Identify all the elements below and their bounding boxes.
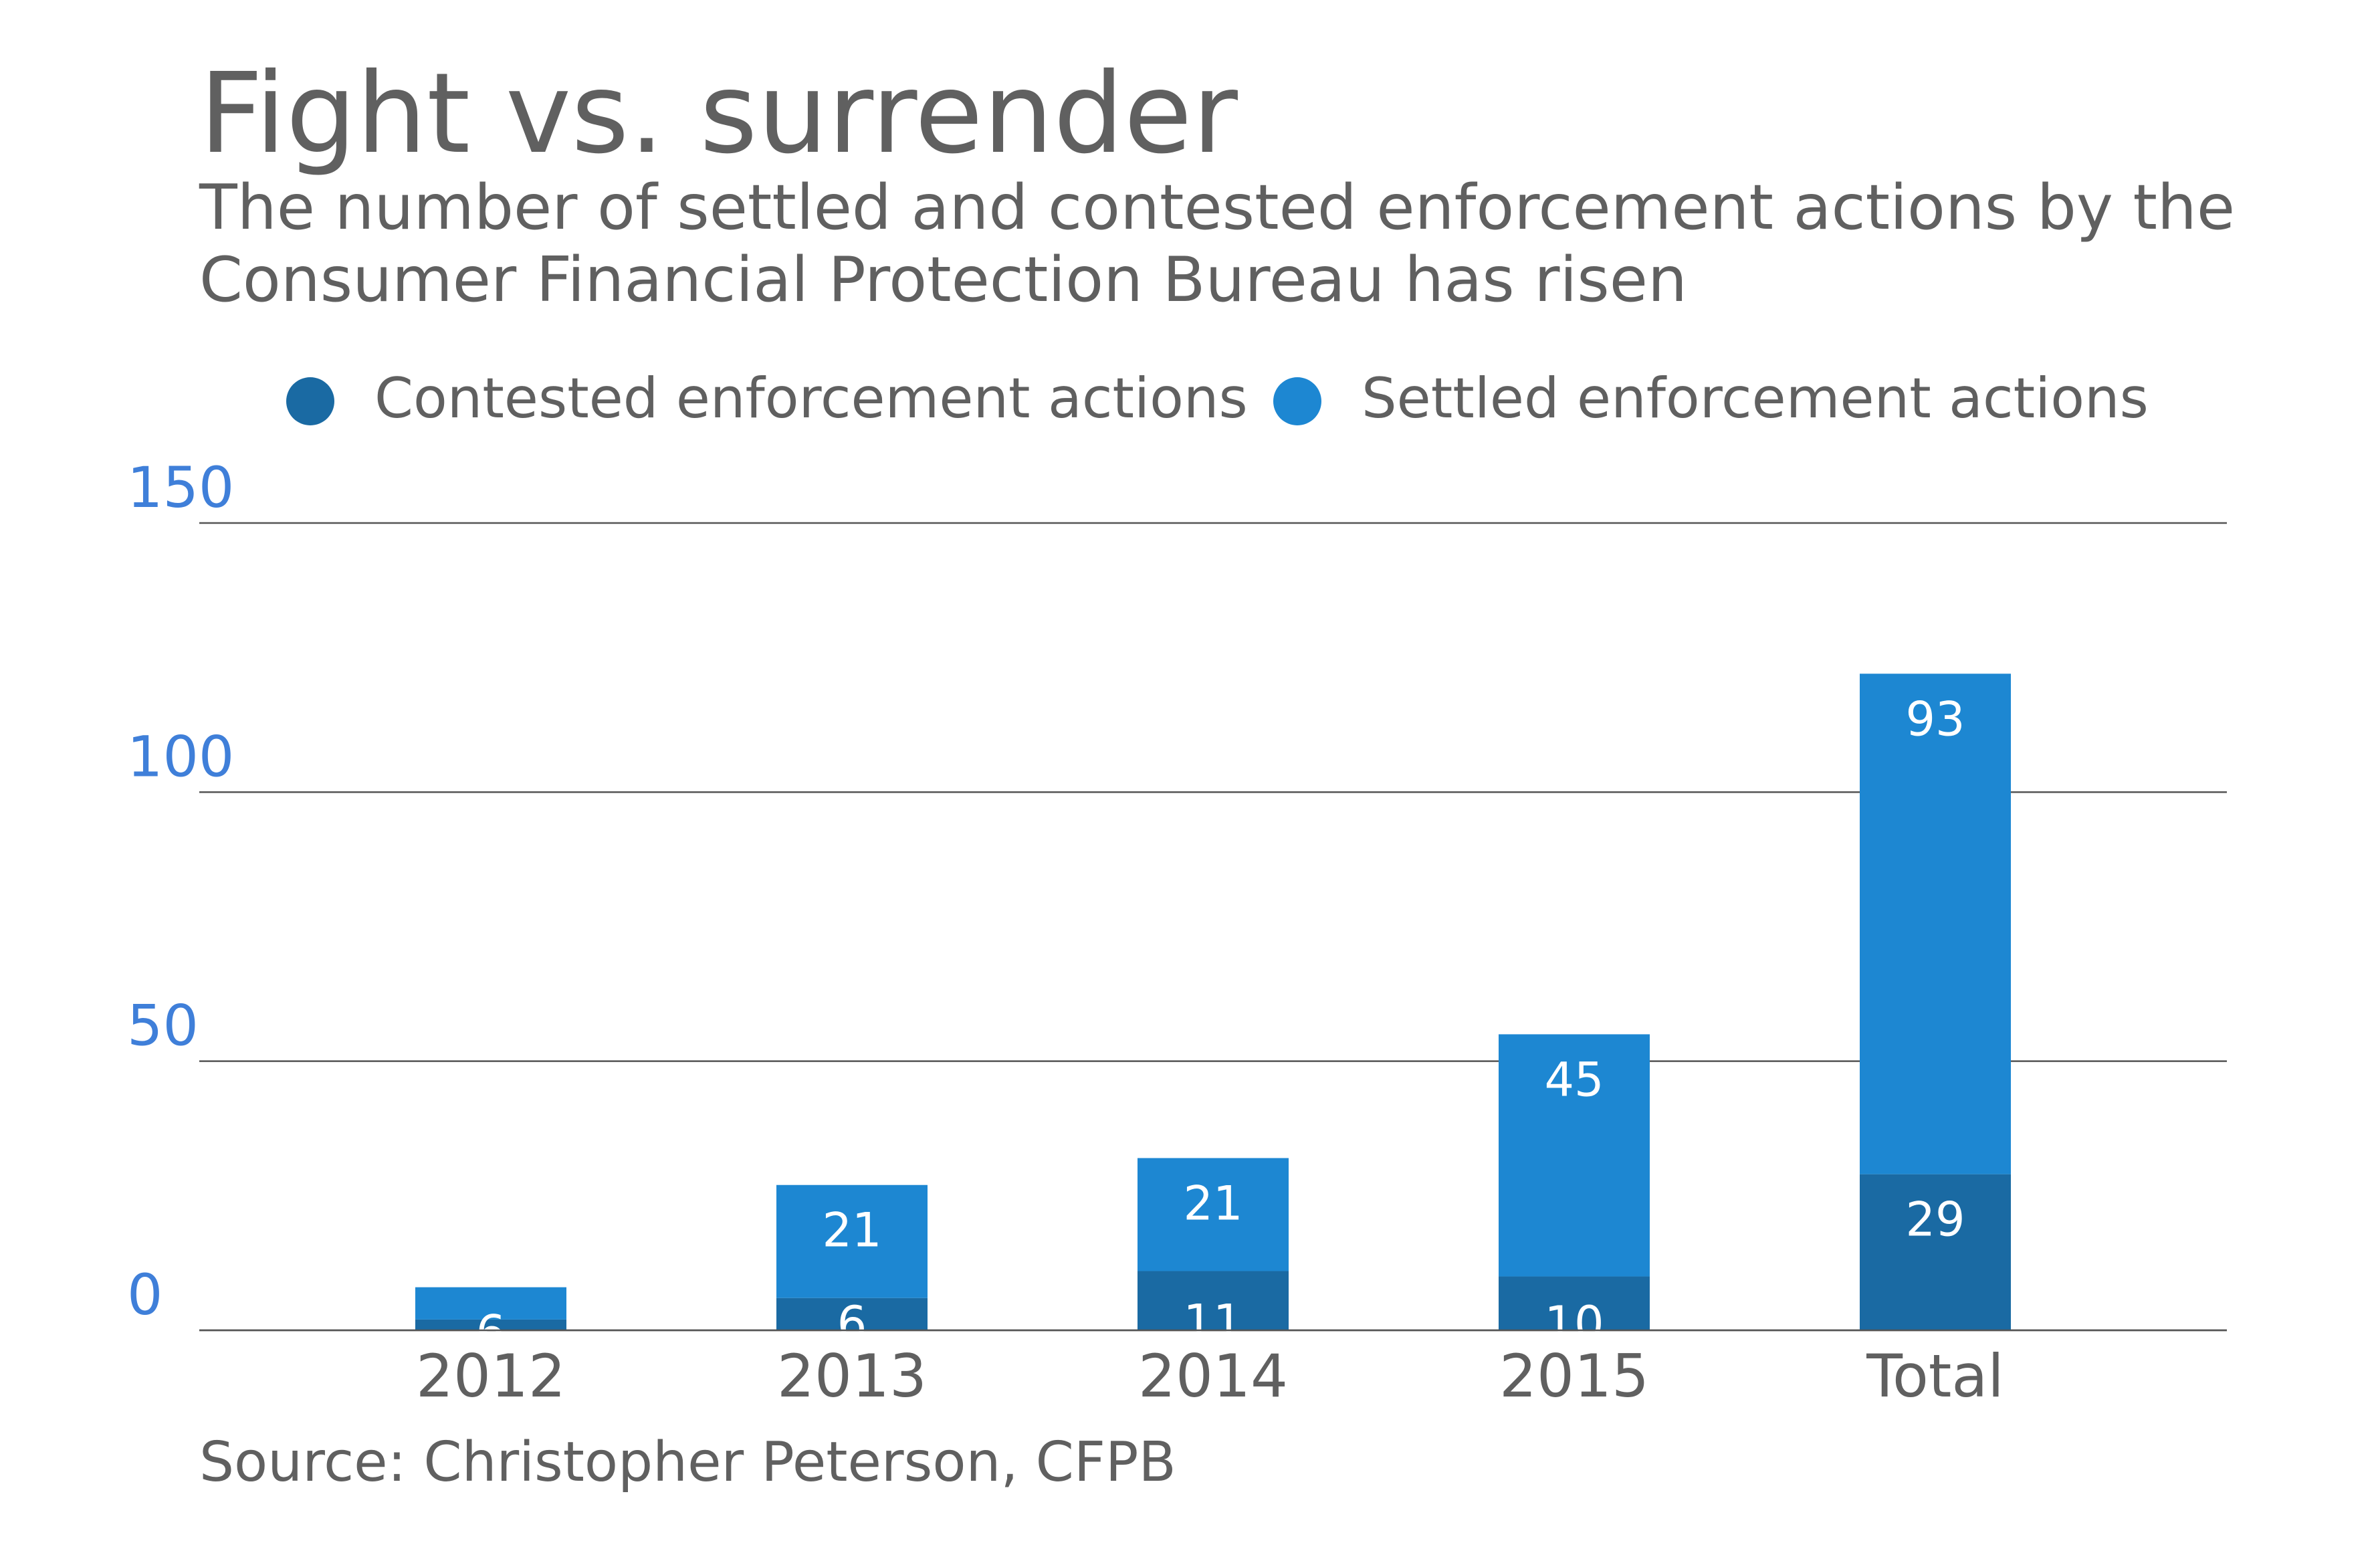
legend-label-contested: Contested enforcement actions	[374, 366, 1248, 431]
bar-settled-2014	[1138, 1158, 1289, 1271]
bar-settled-2015	[1499, 1034, 1650, 1277]
data-label-contested-2015: 10	[1544, 1296, 1604, 1351]
y-tick-label: 50	[127, 993, 199, 1059]
y-tick-label: 100	[127, 724, 234, 789]
y-tick-label: 0	[127, 1262, 163, 1328]
bar-contested-2013	[776, 1298, 928, 1330]
data-label-settled-Total: 93	[1905, 692, 1965, 746]
data-label-contested-2014: 11	[1183, 1294, 1242, 1349]
y-tick-label: 150	[127, 455, 234, 520]
data-label-settled-2015: 45	[1544, 1052, 1604, 1107]
legend-label-settled: Settled enforcement actions	[1362, 366, 2149, 431]
chart-title: Fight vs. surrender	[199, 49, 1238, 179]
data-label-settled-2014: 21	[1183, 1176, 1242, 1231]
x-tick-label-2013: 2013	[777, 1342, 927, 1411]
x-tick-label-2012: 2012	[416, 1342, 566, 1411]
source-note: Source: Christopher Peterson, CFPB	[199, 1431, 1176, 1494]
data-label-settled-2012: 6	[476, 1306, 506, 1360]
data-label-contested-2013: 6	[837, 1296, 867, 1351]
bar-contested-2015	[1499, 1276, 1650, 1330]
bar-settled-2012	[415, 1287, 566, 1320]
data-label-settled-2013: 21	[822, 1203, 881, 1258]
data-label-contested-Total: 29	[1905, 1193, 1965, 1247]
legend-swatch-settled	[1273, 377, 1321, 425]
x-tick-label-2015: 2015	[1499, 1342, 1649, 1411]
legend-swatch-contested	[286, 377, 334, 425]
chart-subtitle: The number of settled and contested enfo…	[199, 171, 2236, 316]
bar-contested-2012	[415, 1319, 566, 1330]
bar-settled-Total	[1860, 674, 2011, 1174]
bar-settled-2013	[776, 1184, 928, 1298]
bar-contested-Total	[1860, 1174, 2011, 1330]
x-tick-label-Total: Total	[1866, 1342, 2004, 1411]
x-tick-label-2014: 2014	[1138, 1342, 1288, 1411]
bar-contested-2014	[1138, 1271, 1289, 1330]
